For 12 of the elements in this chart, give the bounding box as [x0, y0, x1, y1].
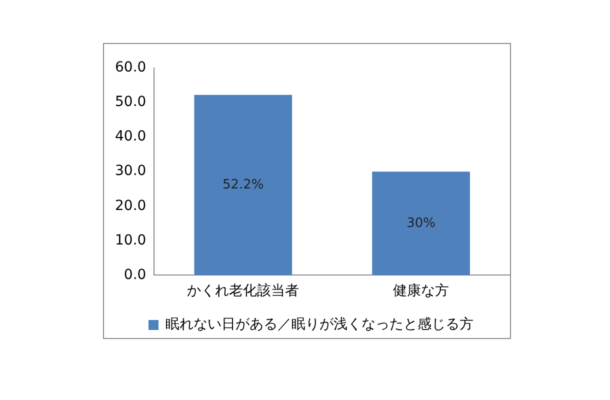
y-tick-label: 60.0 [115, 60, 146, 76]
data-label: 52.2% [222, 177, 264, 192]
x-tick-label: 健康な方 [393, 283, 450, 300]
y-tick-label: 10.0 [115, 232, 146, 248]
x-tick-label: かくれ老化該当者 [187, 283, 300, 300]
y-tick-label: 20.0 [115, 198, 146, 214]
data-label: 30% [406, 216, 436, 231]
y-tick-label: 30.0 [115, 163, 146, 180]
y-tick-label: 0.0 [124, 266, 146, 283]
y-tick-label: 40.0 [115, 128, 146, 145]
y-tick-label: 50.0 [115, 94, 146, 110]
legend-label: 眠れない日がある／眠りが浅くなったと感じる方 [166, 316, 474, 333]
